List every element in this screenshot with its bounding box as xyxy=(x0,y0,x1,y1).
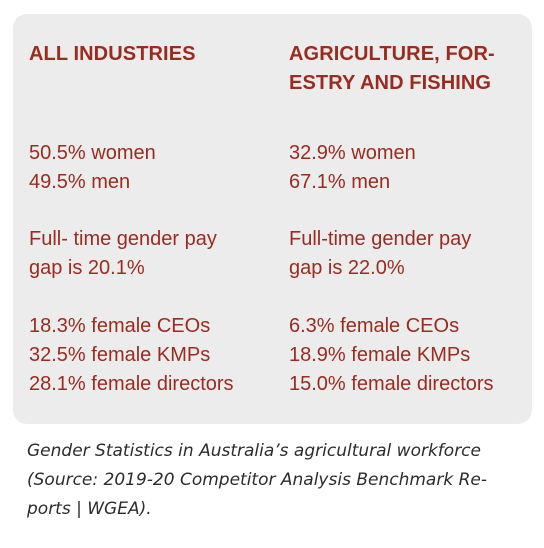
ceo-stat: 6.3% female CEOs xyxy=(289,315,460,337)
pay-gap: Full- time gender pay gap is 20.1% xyxy=(29,225,269,283)
column-all-industries: ALL INDUSTRIES 50.5% women 49.5% men Ful… xyxy=(29,40,277,395)
caption-line: ports | WGEA). xyxy=(27,499,152,519)
women-stat: 32.9% women xyxy=(289,142,416,164)
heading-line: AGRICULTURE, FOR- xyxy=(289,43,495,65)
men-stat: 67.1% men xyxy=(289,171,391,193)
caption-line: Gender Statistics in Australia’s agricul… xyxy=(27,441,481,461)
leadership-stats: 6.3% female CEOs 18.9% female KMPs 15.0%… xyxy=(289,312,494,399)
caption-line: (Source: 2019-20 Competitor Analysis Ben… xyxy=(27,470,487,490)
kmp-stat: 32.5% female KMPs xyxy=(29,344,211,366)
gender-split: 50.5% women 49.5% men xyxy=(29,139,156,197)
leadership-stats: 18.3% female CEOs 32.5% female KMPs 28.1… xyxy=(29,312,234,399)
women-stat: 50.5% women xyxy=(29,142,156,164)
pay-gap: Full-time gender pay gap is 22.0% xyxy=(289,225,529,283)
heading-line: ESTRY AND FISHING xyxy=(289,72,492,94)
pay-gap-line: Full- time gender pay xyxy=(29,228,217,250)
column-agriculture: AGRICULTURE, FOR- ESTRY AND FISHING 32.9… xyxy=(289,40,525,395)
figure-caption: Gender Statistics in Australia’s agricul… xyxy=(27,437,527,524)
kmp-stat: 18.9% female KMPs xyxy=(289,344,471,366)
gender-split: 32.9% women 67.1% men xyxy=(289,139,416,197)
pay-gap-line: gap is 20.1% xyxy=(29,257,145,279)
column-heading: AGRICULTURE, FOR- ESTRY AND FISHING xyxy=(289,40,525,98)
men-stat: 49.5% men xyxy=(29,171,131,193)
ceo-stat: 18.3% female CEOs xyxy=(29,315,211,337)
director-stat: 15.0% female directors xyxy=(289,373,494,395)
heading-line: ALL INDUSTRIES xyxy=(29,43,196,65)
pay-gap-line: Full-time gender pay xyxy=(289,228,472,250)
director-stat: 28.1% female directors xyxy=(29,373,234,395)
stats-panel: ALL INDUSTRIES 50.5% women 49.5% men Ful… xyxy=(13,14,532,424)
column-heading: ALL INDUSTRIES xyxy=(29,40,277,69)
pay-gap-line: gap is 22.0% xyxy=(289,257,405,279)
